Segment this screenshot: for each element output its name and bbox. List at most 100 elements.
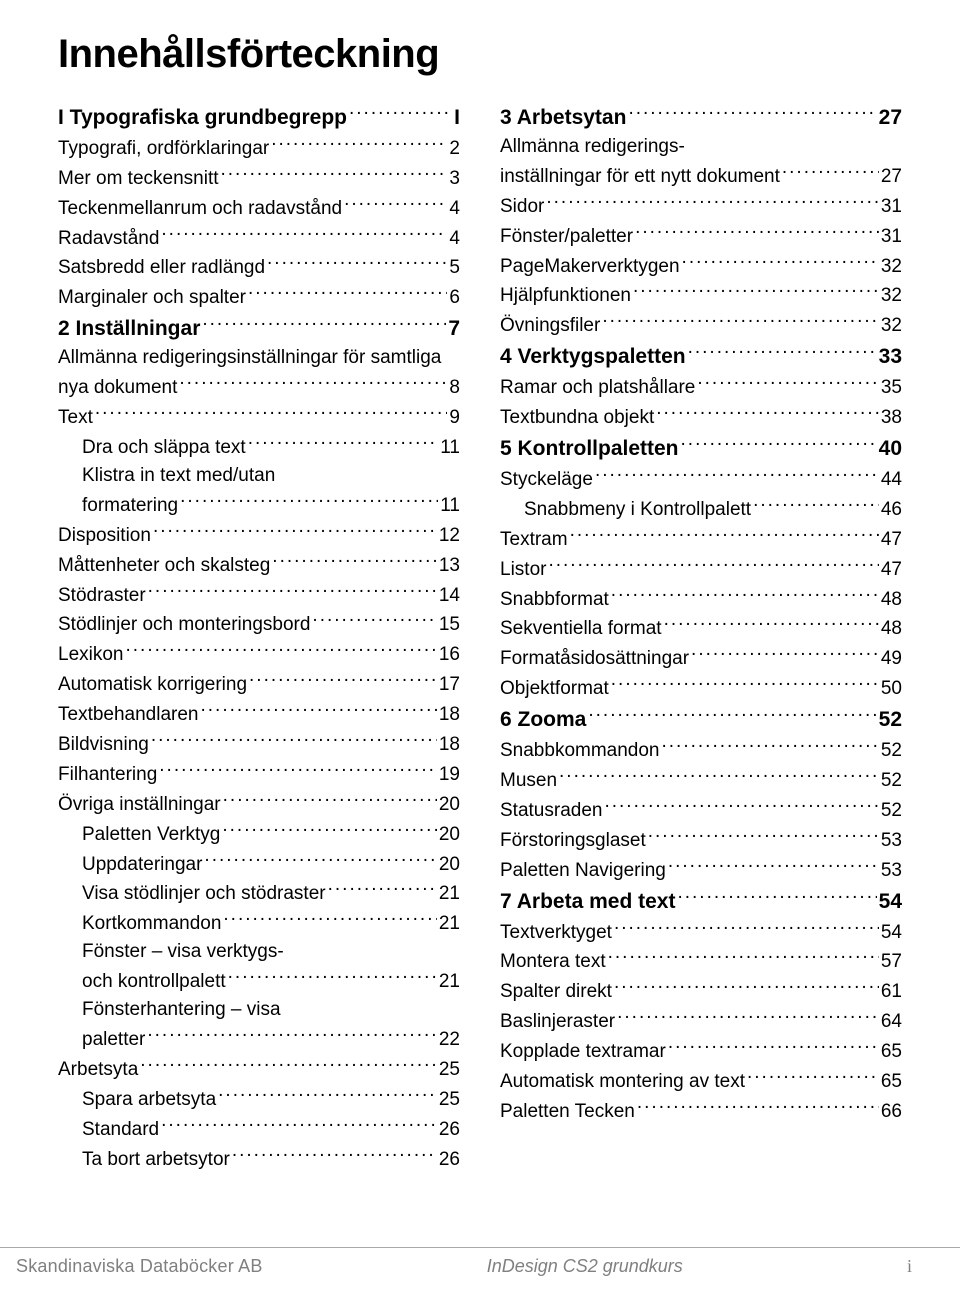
toc-entry: paletter 22 <box>58 1024 460 1054</box>
toc-leader <box>148 580 437 601</box>
toc-page-number: 18 <box>439 701 460 729</box>
toc-leader <box>249 669 437 690</box>
toc-leader <box>656 402 879 423</box>
toc-page-number: 21 <box>439 910 460 938</box>
toc-page-number: 44 <box>881 466 902 494</box>
toc-label: Styckeläge <box>500 466 593 494</box>
toc-label: Standard <box>82 1116 159 1144</box>
toc-entry: Standard 26 <box>58 1114 460 1144</box>
toc-page-number: 53 <box>881 827 902 855</box>
footer-publisher: Skandinaviska Databöcker AB <box>16 1256 263 1277</box>
toc-label: Ramar och platshållare <box>500 374 695 402</box>
toc-label: Typografi, ordförklaringar <box>58 135 269 163</box>
toc-leader <box>272 550 437 571</box>
toc-leader <box>271 133 447 154</box>
toc-leader <box>677 887 876 908</box>
toc-page-number: 3 <box>449 165 460 193</box>
toc-leader <box>161 223 447 244</box>
toc-leader <box>159 759 437 780</box>
toc-label: Filhantering <box>58 761 157 789</box>
toc-label: Marginaler och spalter <box>58 284 246 312</box>
toc-entry: Paletten Tecken66 <box>500 1096 902 1126</box>
toc-label: Dra och släppa text <box>82 434 246 462</box>
toc-entry: Typografi, ordförklaringar 2 <box>58 133 460 163</box>
toc-entry: formatering11 <box>58 490 460 520</box>
toc-page-number: 27 <box>879 103 902 133</box>
toc-page-number: 66 <box>881 1098 902 1126</box>
toc-label: nya dokument <box>58 374 177 402</box>
toc-page-number: 52 <box>881 797 902 825</box>
toc-label: Allmänna redigeringsinställningar för sa… <box>58 344 441 372</box>
toc-entry: PageMakerverktygen32 <box>500 251 902 281</box>
toc-leader <box>232 1144 437 1165</box>
toc-leader <box>328 879 437 900</box>
toc-label: Montera text <box>500 948 606 976</box>
toc-entry: Text9 <box>58 402 460 432</box>
toc-page-number: 25 <box>439 1086 460 1114</box>
toc-leader <box>180 490 438 511</box>
toc-entry: Formatåsidosättningar49 <box>500 643 902 673</box>
toc-page-number: 15 <box>439 611 460 639</box>
toc-label: Snabbmeny i Kontrollpalett <box>524 496 751 524</box>
toc-entry: Dra och släppa text11 <box>58 432 460 462</box>
toc-label: och kontrollpalett <box>82 968 226 996</box>
toc-label: paletter <box>82 1026 145 1054</box>
toc-entry: Allmänna redigeringsinställningar för sa… <box>58 344 460 372</box>
toc-entry: nya dokument8 <box>58 372 460 402</box>
toc-entry: Textbundna objekt38 <box>500 402 902 432</box>
toc-page-number: 20 <box>439 851 460 879</box>
toc-page-number: 31 <box>881 223 902 251</box>
toc-label: 4 Verktygspaletten <box>500 342 686 372</box>
toc-label: Textbundna objekt <box>500 404 654 432</box>
toc-section: 7 Arbeta med text54 <box>500 887 902 917</box>
toc-entry: Snabbmeny i Kontrollpalett 46 <box>500 494 902 524</box>
toc-page-number: 2 <box>449 135 460 163</box>
toc-page-number: 32 <box>881 253 902 281</box>
toc-page-number: 26 <box>439 1116 460 1144</box>
toc-entry: Övningsfiler32 <box>500 310 902 340</box>
toc-leader <box>223 789 437 810</box>
toc-page-number: 13 <box>439 552 460 580</box>
toc-page-number: 65 <box>881 1068 902 1096</box>
toc-entry: Paletten Navigering53 <box>500 855 902 885</box>
toc-entry: Marginaler och spalter6 <box>58 282 460 312</box>
toc-entry: Textram47 <box>500 524 902 554</box>
toc-leader <box>312 610 436 631</box>
toc-leader <box>664 614 879 635</box>
toc-entry: Kopplade textramar65 <box>500 1036 902 1066</box>
toc-leader <box>681 434 877 455</box>
toc-section: 5 Kontrollpaletten40 <box>500 434 902 464</box>
toc-label: Klistra in text med/utan <box>82 462 275 490</box>
toc-leader <box>604 795 878 816</box>
toc-leader <box>349 103 452 124</box>
toc-page-number: 32 <box>881 312 902 340</box>
toc-page-number: 50 <box>881 675 902 703</box>
toc-leader <box>95 402 448 423</box>
toc-entry: Övriga inställningar20 <box>58 789 460 819</box>
toc-entry: Allmänna redigerings- <box>500 133 902 161</box>
toc-entry: Spara arbetsyta25 <box>58 1084 460 1114</box>
toc-leader <box>697 372 878 393</box>
toc-entry: Stödlinjer och monteringsbord15 <box>58 610 460 640</box>
toc-entry: Ramar och platshållare 35 <box>500 372 902 402</box>
toc-entry: Snabbformat48 <box>500 584 902 614</box>
toc-entry: Ta bort arbetsytor26 <box>58 1144 460 1174</box>
toc-entry: Sekventiella format48 <box>500 614 902 644</box>
toc-entry: Fönster/paletter31 <box>500 221 902 251</box>
toc-page-number: 20 <box>439 791 460 819</box>
toc-label: Snabbformat <box>500 586 609 614</box>
toc-page-number: I <box>454 103 460 133</box>
toc-page-number: 35 <box>881 374 902 402</box>
toc-label: Kopplade textramar <box>500 1038 666 1066</box>
toc-entry: Arbetsyta25 <box>58 1054 460 1084</box>
toc-label: inställningar för ett nytt dokument <box>500 163 780 191</box>
toc-page-number: 22 <box>439 1026 460 1054</box>
toc-entry: Paletten Verktyg20 <box>58 819 460 849</box>
toc-label: Teckenmellanrum och radavstånd <box>58 195 342 223</box>
toc-leader <box>782 161 879 182</box>
toc-page-number: 52 <box>881 737 902 765</box>
toc-page-number: 46 <box>881 496 902 524</box>
toc-page-number: 21 <box>439 880 460 908</box>
toc-entry: Bildvisning18 <box>58 729 460 759</box>
toc-page-number: 53 <box>881 857 902 885</box>
